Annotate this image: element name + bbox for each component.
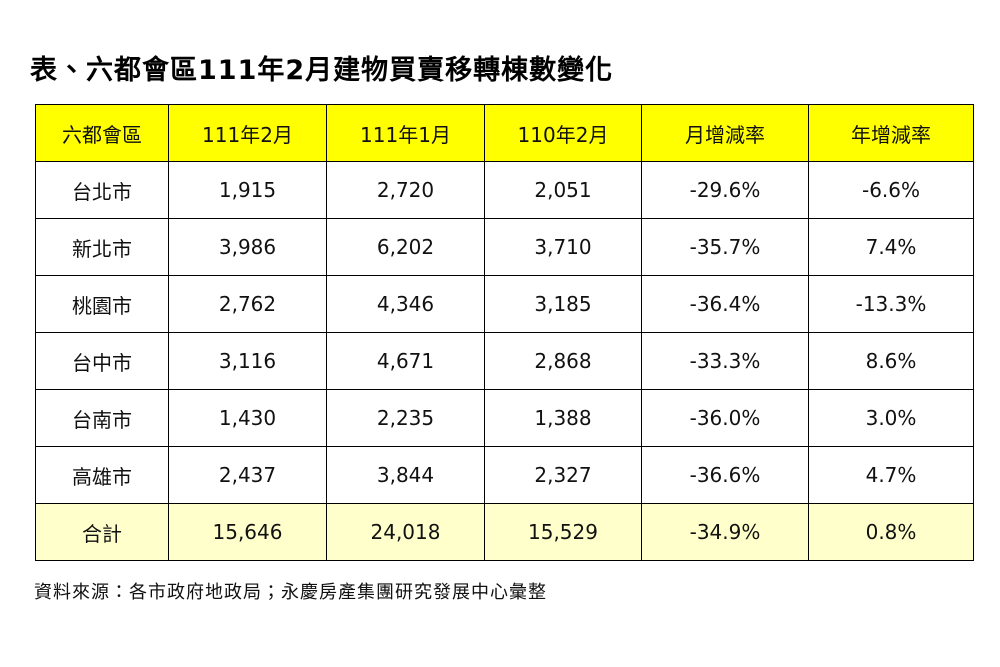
table-cell: -13.3% [808,275,974,333]
table-row: 新北市 3,986 6,202 3,710 -35.7% 7.4% [35,218,974,276]
source-note: 資料來源：各市政府地政局；永慶房產集團研究發展中心彙整 [34,582,547,603]
table-cell: 1,915 [168,161,327,219]
table-cell: 2,868 [484,332,642,390]
table-cell: 台中市 [35,332,169,390]
table-row: 桃園市 2,762 4,346 3,185 -36.4% -13.3% [35,275,974,333]
table-cell: -29.6% [641,161,809,219]
total-cell: 15,529 [484,503,642,561]
table-cell: 1,388 [484,389,642,447]
column-header: 年增減率 [808,104,974,162]
total-row: 合計 15,646 24,018 15,529 -34.9% 0.8% [35,503,974,561]
table-cell: -36.0% [641,389,809,447]
table-cell: 新北市 [35,218,169,276]
table-cell: 3,844 [326,446,485,504]
total-cell: 24,018 [326,503,485,561]
table-cell: 高雄市 [35,446,169,504]
table-cell: 3,710 [484,218,642,276]
table-cell: -36.6% [641,446,809,504]
table-cell: -33.3% [641,332,809,390]
table-cell: -6.6% [808,161,974,219]
total-cell: -34.9% [641,503,809,561]
table-cell: 4,671 [326,332,485,390]
total-cell: 0.8% [808,503,974,561]
table-cell: 2,762 [168,275,327,333]
column-header: 111年1月 [326,104,485,162]
column-header: 110年2月 [484,104,642,162]
table-cell: 3,116 [168,332,327,390]
column-header: 月增減率 [641,104,809,162]
table-cell: 3.0% [808,389,974,447]
table-row: 高雄市 2,437 3,844 2,327 -36.6% 4.7% [35,446,974,504]
table-cell: 2,051 [484,161,642,219]
table-cell: 2,437 [168,446,327,504]
table-cell: -36.4% [641,275,809,333]
table-row: 台南市 1,430 2,235 1,388 -36.0% 3.0% [35,389,974,447]
total-cell: 合計 [35,503,169,561]
table-cell: 2,327 [484,446,642,504]
table-cell: 2,720 [326,161,485,219]
table-cell: 台北市 [35,161,169,219]
table-cell: 6,202 [326,218,485,276]
total-cell: 15,646 [168,503,327,561]
header-row: 六都會區 111年2月 111年1月 110年2月 月增減率 年增減率 [35,104,974,162]
column-header: 111年2月 [168,104,327,162]
table-cell: 2,235 [326,389,485,447]
table-cell: 3,986 [168,218,327,276]
table-row: 台北市 1,915 2,720 2,051 -29.6% -6.6% [35,161,974,219]
table-row: 台中市 3,116 4,671 2,868 -33.3% 8.6% [35,332,974,390]
table-cell: 8.6% [808,332,974,390]
table-title: 表、六都會區111年2月建物買賣移轉棟數變化 [30,55,614,86]
table-cell: 桃園市 [35,275,169,333]
table-cell: 3,185 [484,275,642,333]
table-cell: 4.7% [808,446,974,504]
table-cell: 4,346 [326,275,485,333]
data-table: 六都會區 111年2月 111年1月 110年2月 月增減率 年增減率 台北市 1,915 2… [35,104,974,561]
table-cell: 7.4% [808,218,974,276]
table-cell: -35.7% [641,218,809,276]
table-cell: 1,430 [168,389,327,447]
table-cell: 台南市 [35,389,169,447]
column-header: 六都會區 [35,104,169,162]
